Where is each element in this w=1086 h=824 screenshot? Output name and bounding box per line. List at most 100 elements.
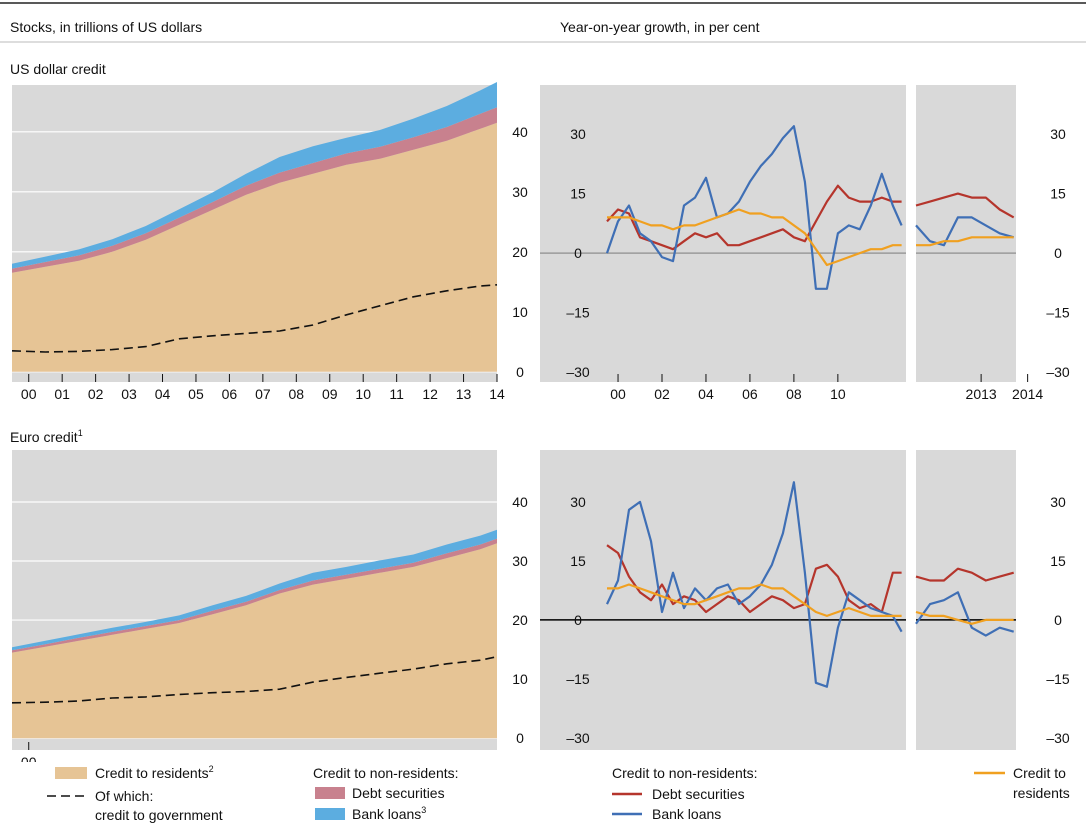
y-tick-label: 30: [512, 184, 528, 200]
legend-swatch: [55, 767, 87, 779]
x-tick-label: 14: [489, 386, 505, 402]
legend-label-text: Credit to residents: [95, 765, 209, 781]
legend-label: Credit to: [1013, 765, 1066, 781]
x-tick-label: 11: [389, 386, 404, 402]
x-tick-label: 04: [698, 386, 714, 402]
series-line: [916, 236, 1014, 247]
y-tick-label: 15: [1050, 553, 1066, 569]
x-tick-label: 02: [88, 386, 104, 402]
x-tick-label: 01: [54, 386, 70, 402]
series-line: [11, 284, 498, 353]
legend-label: Debt securities: [352, 785, 445, 801]
y-tick-label: –15: [1046, 671, 1070, 687]
y-tick-label: 20: [512, 612, 528, 628]
stacked-area: [12, 543, 497, 739]
x-tick-label: 00: [610, 386, 626, 402]
legend-label-note: 3: [421, 805, 426, 815]
x-tick-label: 08: [289, 386, 305, 402]
panel-title-note: 1: [78, 428, 83, 438]
series-line: [915, 567, 1014, 582]
legend-label: Bank loans3: [352, 805, 426, 822]
series-line: [606, 544, 902, 614]
series-line: [915, 216, 1015, 247]
y-tick-label: 30: [570, 494, 586, 510]
x-tick-label: 03: [121, 386, 137, 402]
y-tick-label: –30: [1046, 730, 1070, 746]
stacked-area: [12, 529, 497, 651]
y-tick-label: 0: [516, 364, 524, 380]
x-tick-label: 10: [830, 386, 846, 402]
legend-heading: Credit to non-residents:: [612, 765, 758, 781]
legend-label-text: Bank loans: [352, 806, 421, 822]
y-tick-label: –30: [1046, 364, 1070, 380]
x-tick-label: 12: [422, 386, 438, 402]
y-tick-label: 15: [570, 186, 586, 202]
y-tick-label: –30: [566, 730, 590, 746]
panel-title: US dollar credit: [10, 61, 106, 77]
series-line: [606, 184, 902, 251]
y-tick-label: –30: [566, 364, 590, 380]
x-tick-label: 10: [355, 386, 371, 402]
y-tick-label: 15: [570, 553, 586, 569]
plot-area: [540, 85, 906, 382]
y-tick-label: –15: [566, 671, 590, 687]
y-tick-label: 40: [512, 494, 528, 510]
y-tick-label: 0: [574, 245, 582, 261]
legend-background: [0, 762, 1086, 824]
y-tick-label: 0: [574, 612, 582, 628]
panel-title: Euro credit1: [10, 428, 83, 445]
x-tick-label: 06: [222, 386, 238, 402]
legend-label: Of which:: [95, 788, 153, 804]
legend-swatch: [315, 787, 345, 799]
y-tick-label: 0: [1054, 612, 1062, 628]
x-tick-label: 06: [742, 386, 758, 402]
y-tick-label: 0: [516, 730, 524, 746]
x-tick-label: 05: [188, 386, 204, 402]
y-tick-label: 10: [512, 671, 528, 687]
series-line: [605, 125, 903, 290]
panel-title-text: Euro credit: [10, 429, 78, 445]
legend-label-note: 2: [209, 764, 214, 774]
y-tick-label: 0: [1054, 245, 1062, 261]
x-tick-label: 07: [255, 386, 271, 402]
x-tick-label: 2013: [966, 386, 997, 402]
legend-label: residents: [1013, 785, 1070, 801]
y-tick-label: 30: [570, 126, 586, 142]
series-line: [915, 591, 1015, 637]
legend-label: Debt securities: [652, 786, 745, 802]
x-tick-label: 2014: [1012, 386, 1043, 402]
series-line: [915, 192, 1015, 219]
legend-label: credit to government: [95, 807, 223, 823]
x-tick-label: 09: [322, 386, 338, 402]
legend-label: Bank loans: [652, 806, 721, 822]
panel-title-text: US dollar credit: [10, 61, 106, 77]
stacked-area: [12, 107, 497, 273]
y-tick-label: 30: [1050, 494, 1066, 510]
series-line: [915, 610, 1014, 625]
stacked-area: [12, 82, 497, 269]
series-line: [606, 481, 903, 688]
legend-swatch: [315, 808, 345, 820]
y-tick-label: –15: [1046, 305, 1070, 321]
header-left: Stocks, in trillions of US dollars: [10, 19, 202, 35]
x-tick-label: 13: [456, 386, 472, 402]
x-tick-label: 04: [155, 386, 171, 402]
y-tick-label: 10: [512, 304, 528, 320]
y-tick-label: 40: [512, 124, 528, 140]
y-tick-label: 20: [512, 244, 528, 260]
series-line: [607, 208, 902, 267]
header-right: Year-on-year growth, in per cent: [560, 19, 760, 35]
series-line: [11, 655, 498, 704]
y-tick-label: 30: [512, 553, 528, 569]
stacked-area: [12, 122, 497, 372]
x-tick-label: 02: [654, 386, 670, 402]
plot-area: [916, 450, 1016, 750]
y-tick-label: 15: [1050, 186, 1066, 202]
x-tick-label: 08: [786, 386, 802, 402]
series-line: [607, 583, 902, 617]
legend-heading: Credit to non-residents:: [313, 765, 459, 781]
legend-label: Credit to residents2: [95, 764, 214, 781]
legend-label-text: Debt securities: [352, 785, 445, 801]
x-tick-label: 00: [21, 386, 37, 402]
